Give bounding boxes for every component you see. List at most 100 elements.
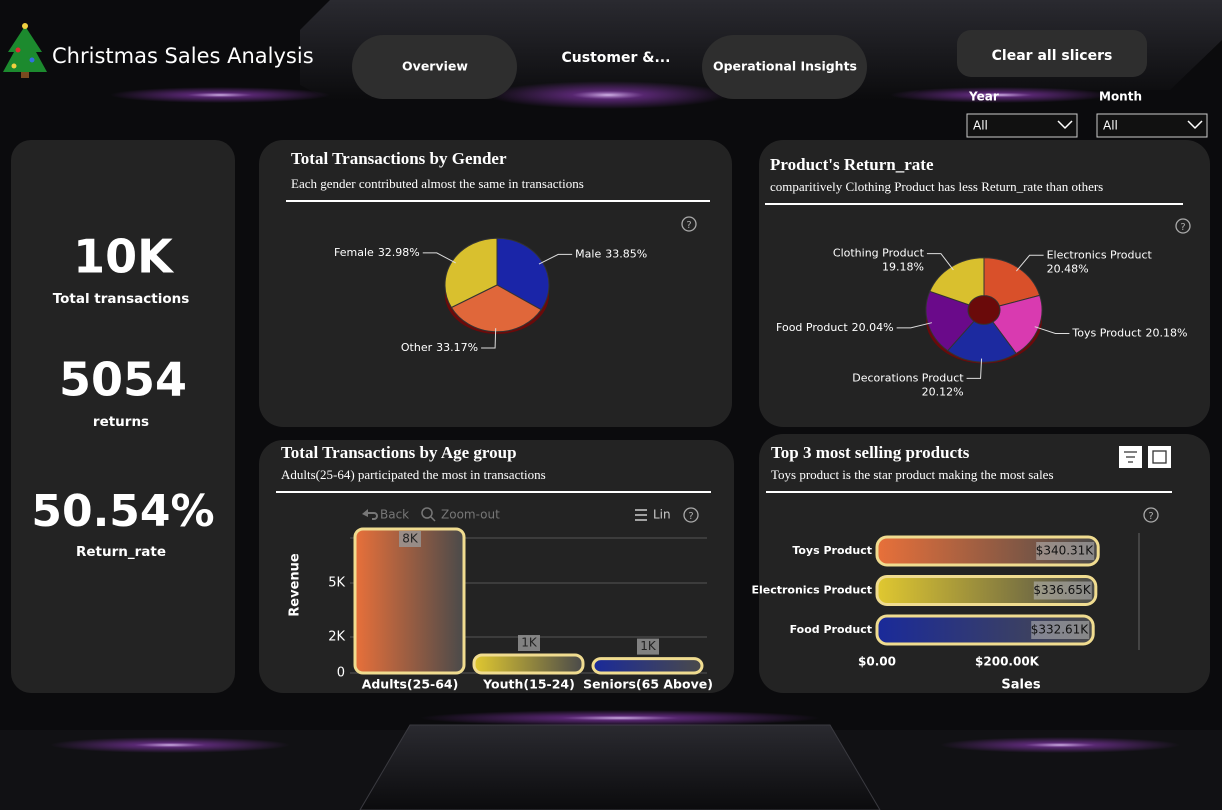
toolbar-scale[interactable]: Lin [653,508,671,522]
slice-value: 20.18% [1145,326,1187,339]
slice-category: Male [575,247,601,260]
kpi-label: returns [93,414,149,430]
help-icon [1175,218,1191,234]
slice-label: Decorations Product 20.12% [852,371,964,398]
tree-icon [3,23,47,78]
chart-title: Product's Return_rate [770,155,934,174]
kpi-value: 10K [73,230,175,284]
nav-label[interactable]: Overview [402,59,468,74]
leader-line [966,358,983,379]
leader-line [481,328,497,349]
value-label: 1K [640,639,657,653]
value-label-bg [637,638,659,655]
slice-category: Other [401,341,433,354]
pie-slice [983,257,1041,307]
slice-category: Clothing Product [833,247,925,260]
slice-label: Electronics Product 20.48% [1047,248,1153,275]
slicer-label: Year [968,90,999,104]
help-icon [681,216,697,232]
nav-label[interactable]: Customer &... [562,50,671,66]
leader-line [926,253,954,271]
leader-line [896,322,932,329]
slice-value: 20.04% [852,321,894,334]
chart-title: Top 3 most selling products [771,443,970,462]
clear-label[interactable]: Clear all slicers [992,48,1113,64]
chart-subtitle: comparitively Clothing Product has less … [770,179,1103,194]
glow [110,87,330,103]
nav-button[interactable] [702,35,867,99]
toolbar-zoom[interactable]: Zoom-out [441,508,500,522]
chart-subtitle: Each gender contributed almost the same … [291,176,584,191]
pie-slice [929,257,985,306]
help-icon [1143,507,1159,523]
page-title: Christmas Sales Analysis [52,44,314,68]
glow [488,81,728,109]
slice-category: Food Product [776,321,848,334]
slice-value: 20.12% [922,385,964,398]
y-tick-label: 0 [337,666,345,681]
slice-category: Female [334,246,374,259]
y-tick-label: 5K [328,576,345,591]
y-axis-title: Revenue [288,553,303,617]
chart-subtitle: Toys product is the star product making … [771,467,1054,482]
slicer-dropdown[interactable] [966,113,1078,138]
glow [420,710,820,726]
slice-category: Decorations Product [852,371,964,384]
chevron [1187,120,1203,130]
x-tick-label: $0.00 [858,655,896,669]
slice-label: Food Product 20.04% [776,321,894,334]
nav-button[interactable] [352,35,517,99]
slice-label: Female 32.98% [334,246,420,259]
toolbar: Back Zoom-out Lin [362,507,671,522]
value-label: $340.31K [1036,544,1095,558]
kpi-card [11,140,235,693]
value-label: 8K [402,532,419,546]
value-label: $336.65K [1033,583,1092,597]
x-tick-label: Seniors(65 Above) [583,677,713,692]
slice-value: 33.85% [605,247,647,260]
kpi-value: 50.54% [31,486,214,537]
value-label: $332.61K [1031,623,1090,637]
value-label: 1K [521,636,538,650]
expand-icon[interactable] [1148,446,1171,468]
glow [890,87,1110,103]
pie-slice [925,290,975,352]
glow [50,737,290,753]
chart-title: Total Transactions by Age group [281,443,517,462]
leader-line [538,253,573,265]
slice-label: Clothing Product 19.18% [833,247,925,274]
leader-line [422,252,456,264]
nav-label[interactable]: Operational Insights [713,59,857,74]
help-text: ? [1148,511,1153,522]
toolbar-back[interactable]: Back [380,508,409,522]
value-label-bg [1031,621,1090,639]
help-text: ? [1180,222,1185,233]
help-text: ? [686,220,691,231]
chart-title: Total Transactions by Gender [291,149,507,168]
help-icon [683,507,699,523]
clear-button[interactable] [957,30,1147,77]
slice-value: 20.48% [1047,262,1089,275]
slice-label: Toys Product 20.18% [1071,326,1187,339]
value-label-bg [399,531,421,547]
slice-value: 33.17% [436,341,478,354]
x-tick-label: Youth(15-24) [482,677,575,692]
slicer-value[interactable]: All [1103,119,1118,133]
leader-line [1016,254,1044,272]
chart-subtitle: Adults(25-64) participated the most in t… [281,467,546,482]
footer-plate [359,724,881,810]
y-tick-label: 2K [328,630,345,645]
x-axis-title: Sales [1001,678,1040,693]
bar [472,653,585,675]
value-label-bg [518,635,540,651]
slice-label: Male 33.85% [575,247,647,260]
slicer-value[interactable]: All [973,119,988,133]
bar [353,527,466,675]
header-frame [0,0,1222,100]
slicer-dropdown[interactable] [1096,113,1208,138]
slice-value: 32.98% [378,246,420,259]
glow [940,737,1180,753]
leader-line [1034,326,1070,334]
value-label-bg [1036,542,1095,560]
